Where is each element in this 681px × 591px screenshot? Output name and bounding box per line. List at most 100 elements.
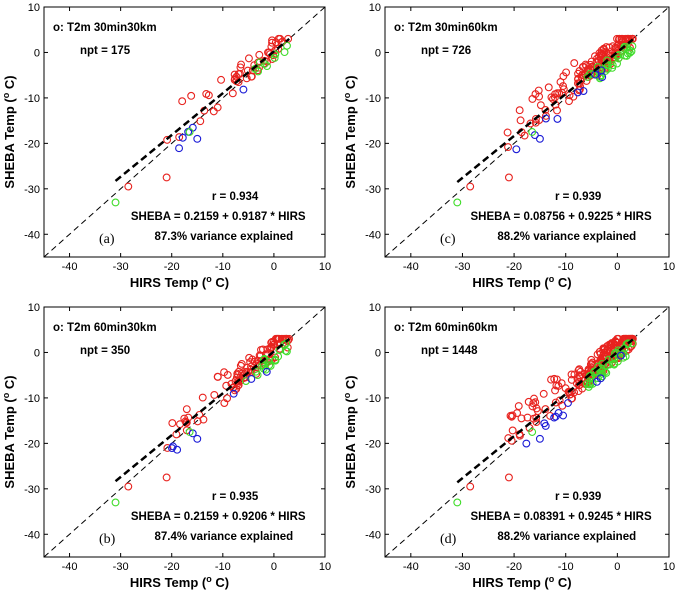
scatter-point-red bbox=[534, 86, 543, 95]
variance-label: 87.3% variance explained bbox=[154, 231, 293, 243]
variance-label: 88.2% variance explained bbox=[497, 531, 636, 543]
variance-label: 87.4% variance explained bbox=[154, 531, 293, 543]
scatter-point-red bbox=[611, 337, 620, 345]
scatter-point-blue bbox=[541, 114, 550, 123]
scatter-point-red bbox=[578, 71, 587, 79]
scatter-point-red bbox=[213, 372, 222, 381]
scatter-point-green bbox=[271, 356, 280, 365]
scatter-point-blue bbox=[553, 114, 562, 123]
scatter-point-red bbox=[559, 85, 568, 94]
scatter-point-red bbox=[267, 338, 276, 347]
scatter-point-blue bbox=[597, 66, 606, 75]
scatter-point-green bbox=[608, 63, 617, 72]
panel-letter: (d) bbox=[440, 532, 457, 547]
scatter-point-red bbox=[605, 340, 614, 349]
scatter-point-blue bbox=[247, 374, 256, 383]
scatter-point-red bbox=[531, 114, 540, 123]
y-tick-label: 10 bbox=[369, 2, 381, 14]
x-tick-label: 0 bbox=[614, 561, 620, 573]
y-tick-label: 0 bbox=[34, 47, 40, 59]
scatter-point-red bbox=[250, 357, 259, 366]
scatter-point-red bbox=[575, 371, 584, 380]
scatter-point-red bbox=[232, 72, 241, 81]
scatter-point-blue bbox=[592, 377, 601, 386]
panel-letter: (c) bbox=[440, 232, 456, 247]
y-tick-label: -20 bbox=[365, 138, 381, 150]
scatter-point-red bbox=[615, 34, 624, 43]
regression-equation: SHEBA = 0.2159 + 0.9206 * HIRS bbox=[131, 511, 306, 523]
x-tick-label: -10 bbox=[215, 261, 231, 273]
scatter-point-green bbox=[253, 371, 262, 379]
y-tick-label: 0 bbox=[375, 47, 381, 59]
scatter-point-green bbox=[255, 58, 264, 67]
chart-panel-1: -40 -30 -20 -10 0 10 10 0 -10 -20 -30 -40 o: T2m 30m… bbox=[1, 2, 331, 290]
x-tick-label: -40 bbox=[403, 261, 419, 273]
scatter-point-red bbox=[530, 394, 538, 403]
x-tick-label: 0 bbox=[614, 261, 620, 273]
x-tick-label: -20 bbox=[164, 561, 180, 573]
scatter-point-green bbox=[582, 379, 591, 388]
scatter-point-red bbox=[182, 405, 191, 414]
y-tick-label: -30 bbox=[24, 484, 40, 496]
x-tick-label: -40 bbox=[403, 561, 419, 573]
chart-panel-2: -40 -30 -20 -10 0 10 10 0 -10 -20 -30 -40 o: T2m 30m… bbox=[342, 2, 675, 290]
scatter-point-red bbox=[210, 390, 219, 399]
legend-label: o: T2m 30min30km bbox=[53, 22, 157, 34]
scatter-point-green bbox=[185, 428, 194, 436]
scatter-point-red bbox=[506, 411, 515, 420]
scatter-point-green bbox=[528, 428, 537, 436]
x-tick-label: -40 bbox=[62, 261, 78, 273]
scatter-point-green bbox=[241, 377, 250, 385]
y-tick-label: -10 bbox=[365, 93, 381, 105]
scatter-point-green bbox=[598, 359, 607, 368]
scatter-point-blue bbox=[193, 134, 202, 143]
scatter-point-red bbox=[547, 93, 556, 102]
x-tick-label: -30 bbox=[113, 261, 129, 273]
scatter-point-red bbox=[587, 355, 596, 364]
scatter-point-green bbox=[601, 66, 610, 75]
y-tick-label: -40 bbox=[24, 229, 40, 241]
scatter-point-green bbox=[625, 48, 634, 57]
scatter-point-red bbox=[602, 43, 611, 52]
chart-panel-3: -40 -30 -20 -10 0 10 10 0 -10 -20 -30 -40 o: T2m 60m… bbox=[1, 302, 331, 590]
y-tick-label: 10 bbox=[28, 2, 40, 14]
y-tick-label: -20 bbox=[365, 438, 381, 450]
scatter-point-red bbox=[182, 418, 191, 427]
scatter-point-red bbox=[168, 419, 177, 428]
scatter-point-red bbox=[507, 412, 516, 421]
scatter-point-red bbox=[544, 83, 553, 92]
scatter-point-red bbox=[588, 62, 597, 71]
scatter-point-red bbox=[559, 72, 568, 81]
scatter-point-red bbox=[517, 414, 526, 423]
legend-label: o: T2m 30min60km bbox=[394, 22, 498, 34]
scatter-point-red bbox=[536, 101, 545, 110]
scatter-point-red bbox=[515, 106, 524, 115]
scatter-point-green bbox=[263, 62, 271, 71]
npt-label: npt = 1448 bbox=[421, 345, 478, 357]
y-tick-label: 10 bbox=[28, 302, 40, 314]
scatter-point-red bbox=[579, 62, 588, 71]
scatter-point-red bbox=[535, 92, 544, 101]
x-tick-label: -20 bbox=[164, 261, 180, 273]
scatter-point-red bbox=[223, 370, 232, 379]
correlation-label: r = 0.935 bbox=[212, 491, 259, 503]
scatter-point-red bbox=[246, 365, 255, 374]
scatter-point-red bbox=[528, 95, 537, 103]
scatter-point-green bbox=[453, 198, 462, 207]
scatter-point-red bbox=[513, 409, 522, 417]
scatter-point-green bbox=[270, 53, 279, 62]
scatter-point-blue bbox=[175, 144, 184, 153]
regression-line bbox=[114, 337, 291, 483]
scatter-point-red bbox=[550, 93, 559, 102]
scatter-point-red bbox=[466, 182, 475, 191]
scatter-point-blue bbox=[541, 421, 550, 430]
scatter-point-green bbox=[610, 359, 619, 368]
regression-line bbox=[456, 38, 634, 184]
x-tick-label: -40 bbox=[62, 561, 78, 573]
x-tick-label: 10 bbox=[319, 561, 331, 573]
scatter-point-green bbox=[603, 56, 612, 65]
x-tick-label: -20 bbox=[506, 561, 522, 573]
scatter-point-red bbox=[575, 79, 584, 88]
correlation-label: r = 0.934 bbox=[212, 191, 259, 203]
scatter-point-red bbox=[196, 117, 205, 126]
